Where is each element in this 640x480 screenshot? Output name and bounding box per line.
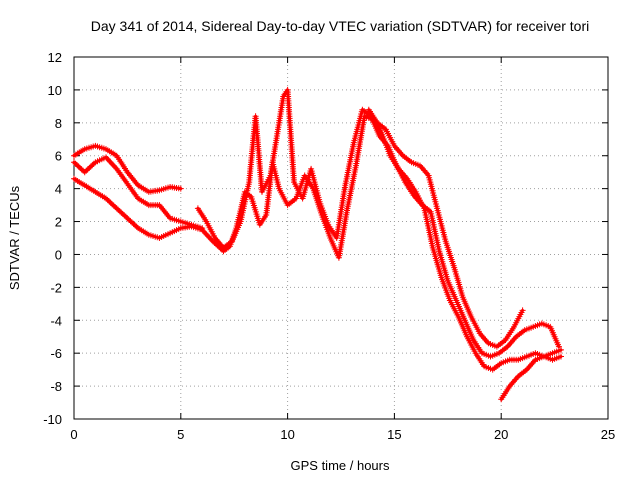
y-tick-label: -10	[43, 412, 62, 427]
x-tick-label: 15	[387, 427, 401, 442]
x-tick-label: 5	[177, 427, 184, 442]
series-track-1	[71, 142, 184, 195]
y-tick-label: 10	[48, 83, 62, 98]
series-line	[72, 114, 563, 372]
x-tick-label: 10	[280, 427, 294, 442]
x-tick-label: 20	[494, 427, 508, 442]
y-tick-label: -6	[50, 346, 62, 361]
x-axis-label: GPS time / hours	[291, 458, 390, 473]
plot-frame	[73, 56, 609, 420]
series-track-3	[71, 113, 564, 373]
y-tick-label: 2	[55, 215, 62, 230]
y-tick-label: -4	[50, 313, 62, 328]
y-tick-label: 12	[48, 50, 62, 65]
x-tick-label: 0	[70, 427, 77, 442]
y-tick-label: -8	[50, 379, 62, 394]
tick-labels: 0 5 10 15 20 25 -10 -8 -6 -4 -2 0 2 4 6 8 10 12	[43, 50, 615, 442]
data-point-marker	[177, 185, 184, 192]
data-series	[71, 86, 564, 403]
y-tick-label: 6	[55, 149, 62, 164]
series-track-5	[365, 106, 526, 350]
series-track-4	[194, 86, 562, 360]
chart-title: Day 341 of 2014, Sidereal Day-to-day VTE…	[91, 18, 590, 34]
series-line	[367, 108, 525, 349]
x-tick-label: 25	[601, 427, 615, 442]
y-tick-label: 0	[55, 247, 62, 262]
y-tick-label: 4	[55, 182, 62, 197]
series-track-6	[498, 346, 564, 403]
y-tick-label: -2	[50, 280, 62, 295]
data-point-marker	[519, 307, 526, 314]
data-point-marker	[558, 353, 564, 360]
data-point-marker	[558, 346, 564, 353]
series-track-2	[71, 154, 206, 232]
y-tick-label: 8	[55, 116, 62, 131]
y-axis-label: SDTVAR / TECUs	[7, 185, 22, 290]
